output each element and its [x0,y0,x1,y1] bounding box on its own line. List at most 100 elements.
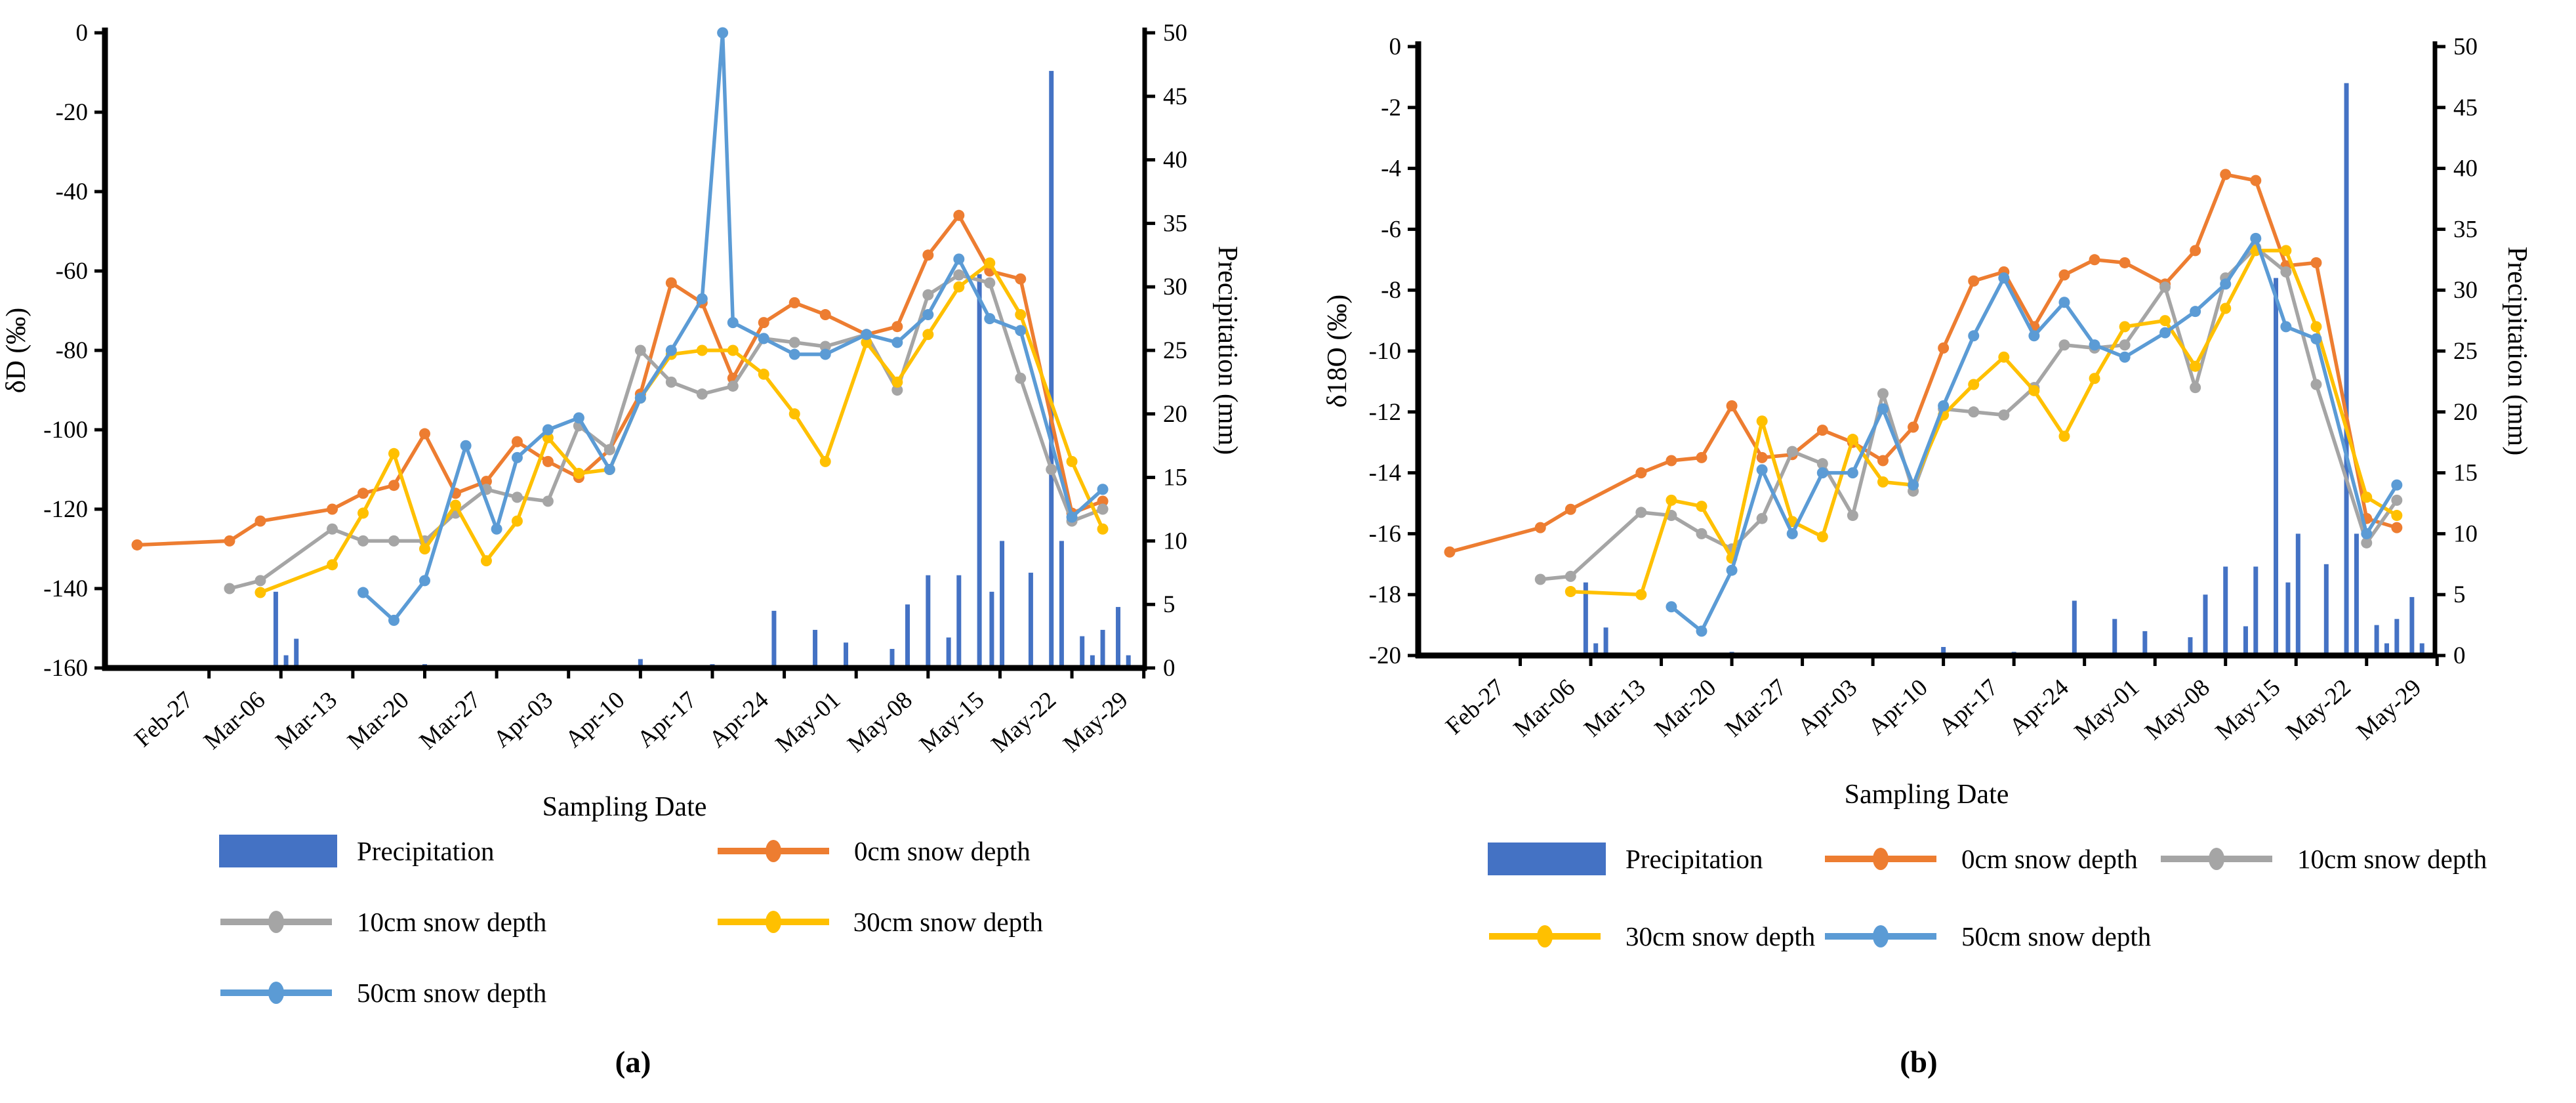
data-point-snow50 [1696,625,1707,637]
series-line-snow10 [228,273,1105,591]
data-point-snow30 [1564,586,1576,598]
data-point-snow30 [2089,373,2100,385]
x-tick-label: Apr-03 [488,686,558,753]
y2-tick-label: 25 [1163,337,1187,364]
data-point-snow30 [1696,501,1707,512]
x-tick-label: Feb-27 [129,686,198,753]
precipitation-bar [813,629,818,668]
legend-label: Precipitation [357,836,495,866]
data-point-snow50 [788,348,800,360]
data-point-snow0 [1816,425,1828,436]
data-point-snow0 [1908,421,1919,433]
data-point-snow50 [1908,479,1919,491]
x-tick-label: May-15 [914,686,989,758]
data-point-snow50 [603,464,615,475]
data-point-snow0 [1877,455,1889,467]
data-point-snow50 [819,348,831,360]
data-point-snow30 [2159,315,2171,327]
data-point-snow0 [2058,269,2070,281]
x-tick-label: Feb-27 [1441,674,1509,740]
data-point-snow10 [2159,281,2171,293]
data-point-snow30 [573,468,584,480]
y2-axis-title: Precipitation (mm) [2502,247,2532,455]
x-tick-label: Apr-03 [1793,674,1862,740]
data-point-snow10 [2310,379,2322,390]
x-tick-label: Apr-10 [1863,674,1932,740]
data-point-snow30 [2391,510,2403,522]
precipitation-bar [2419,643,2424,656]
precipitation-bar [2374,625,2379,656]
data-point-snow10 [542,495,554,507]
x-tick-label: Apr-24 [704,686,773,753]
y-tick-label: -120 [43,496,88,523]
precipitation-bar [2409,596,2415,656]
data-point-snow30 [2310,321,2322,333]
data-point-snow10 [1696,528,1707,539]
legend-label: Precipitation [1625,844,1763,874]
data-point-snow10 [1877,388,1889,400]
data-point-snow10 [984,277,996,289]
data-point-snow10 [788,337,800,348]
precipitation-bar [2285,582,2291,656]
precipitation-bar [2384,643,2389,656]
x-tick-label: May-08 [2140,674,2215,745]
data-point-snow30 [2119,321,2131,333]
data-point-snow50 [573,412,584,424]
y-tick-label: -60 [56,258,88,285]
data-point-snow10 [819,341,831,352]
data-point-snow10 [603,444,615,455]
data-point-snow30 [1877,476,1889,488]
data-point-snow30 [922,329,934,341]
data-point-snow50 [1998,272,2010,284]
data-point-snow10 [511,491,523,503]
data-point-snow50 [2220,278,2232,290]
caption-a: (a) [615,1045,651,1079]
data-point-snow0 [131,539,143,551]
y-tick-label: 0 [76,20,89,47]
precipitation-bar [638,659,643,668]
y2-tick-label: 0 [1163,655,1176,682]
data-point-snow0 [2089,254,2100,266]
y2-tick-label: 35 [2453,216,2478,243]
y-tick-label: -160 [43,655,88,682]
precipitation-bar [771,610,777,668]
data-point-snow10 [1046,464,1057,475]
y-axis-title: δ18O (‰) [1322,295,1353,408]
data-point-snow0 [1726,400,1738,412]
data-point-snow10 [2361,537,2373,549]
line-marker-icon [1825,848,1936,870]
data-point-snow0 [1015,273,1027,285]
y2-tick-label: 40 [2453,156,2478,182]
precipitation-bar [1049,71,1054,668]
data-point-snow50 [542,424,554,436]
data-point-snow50 [511,451,523,463]
x-tick-label: May-29 [2352,674,2426,745]
y-tick-label: -80 [56,337,88,364]
y2-tick-label: 5 [1163,591,1176,618]
y2-tick-label: 30 [2453,277,2478,304]
y2-tick-label: 50 [1163,20,1187,47]
data-point-snow50 [2280,321,2292,333]
data-point-snow0 [511,436,523,447]
data-point-snow50 [2391,479,2403,491]
data-point-snow50 [1726,564,1738,576]
data-point-snow10 [1968,406,1980,418]
data-point-snow50 [984,313,996,325]
data-point-snow30 [2190,360,2201,372]
data-point-snow50 [1847,467,1858,479]
data-point-snow30 [2361,491,2373,503]
data-point-snow0 [819,309,831,321]
y-tick-label: -20 [1369,642,1401,669]
series-line-snow50 [1669,236,2399,633]
data-point-snow0 [1564,503,1576,515]
precipitation-bar [294,638,299,668]
precipitation-bar [844,642,849,668]
data-point-snow50 [1786,528,1798,539]
data-point-snow30 [1635,589,1647,600]
data-point-snow30 [891,376,903,388]
data-point-snow50 [2190,306,2201,318]
x-tick-label: Apr-24 [2004,674,2074,740]
precipitation-bar [2354,533,2359,656]
precipitation-bar [2394,619,2400,656]
